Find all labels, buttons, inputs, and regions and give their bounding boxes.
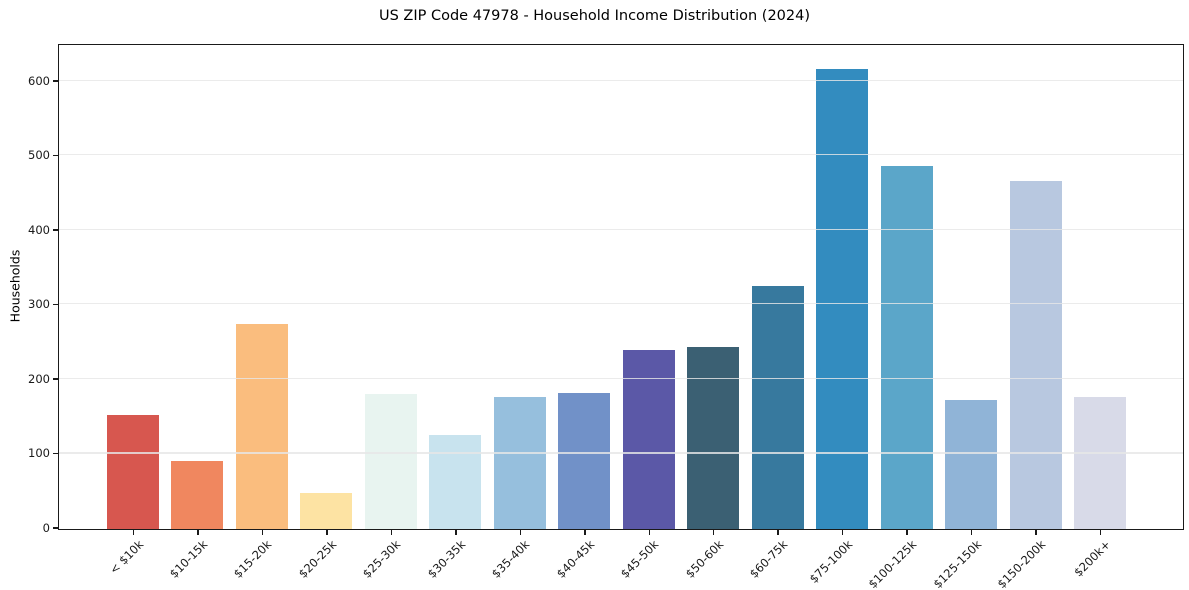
gridline [58, 79, 1183, 81]
y-tick-mark [52, 452, 58, 455]
x-tick-label: $150-200k [994, 537, 1049, 590]
x-tick-mark [390, 529, 393, 535]
bar [1009, 181, 1062, 529]
x-tick-mark [584, 529, 586, 535]
y-tick-mark [52, 154, 58, 157]
x-tick-mark [906, 529, 908, 535]
x-tick-label: $45-50k [618, 537, 662, 581]
x-tick-mark [1099, 529, 1102, 535]
bar [364, 393, 417, 529]
bar [816, 68, 869, 529]
y-tick-mark [52, 229, 58, 231]
y-tick-label: 400 [28, 222, 50, 237]
x-tick-label: $200k+ [1070, 537, 1113, 580]
bar [751, 285, 804, 529]
x-tick-label: $10-15k [166, 537, 211, 581]
bar [880, 166, 933, 529]
plot-area [57, 43, 1184, 530]
y-tick-label: 300 [28, 297, 50, 312]
gridline [58, 452, 1183, 454]
x-tick-label: $35-40k [489, 537, 533, 581]
bar [171, 460, 224, 529]
x-tick-label: $15-20k [231, 537, 275, 581]
bar [300, 493, 353, 529]
x-tick-mark [648, 529, 650, 535]
x-tick-mark [1035, 529, 1037, 535]
x-tick-mark [777, 529, 779, 535]
x-tick-label: $30-35k [424, 537, 469, 581]
y-tick-label: 600 [28, 73, 50, 88]
y-tick-mark [52, 80, 58, 82]
x-tick-label: < $10k [106, 537, 146, 577]
x-tick-mark [841, 529, 844, 535]
x-tick-mark [712, 529, 715, 535]
bar [107, 415, 159, 529]
x-tick-mark [326, 529, 328, 535]
y-tick-mark [52, 303, 58, 306]
y-tick-mark [52, 378, 58, 380]
x-tick-mark [197, 529, 199, 535]
gridline [58, 228, 1183, 230]
bar [622, 349, 675, 529]
x-tick-mark [519, 529, 522, 535]
x-tick-label: $25-30k [360, 537, 404, 581]
bar [687, 346, 740, 529]
x-tick-label: $20-25k [295, 537, 340, 581]
bar [429, 434, 482, 529]
chart-title: US ZIP Code 47978 - Household Income Dis… [378, 8, 811, 24]
x-tick-mark [455, 529, 457, 535]
gridline [58, 154, 1183, 156]
bar [1074, 397, 1127, 529]
x-tick-label: $50-60k [682, 537, 726, 581]
x-tick-label: $40-45k [553, 537, 597, 581]
bar [945, 399, 998, 529]
y-axis-label: Households [7, 249, 23, 323]
bar [493, 396, 546, 529]
y-tick-label: 500 [28, 148, 50, 163]
y-tick-mark [52, 527, 58, 529]
x-tick-label: $60-75k [746, 537, 791, 581]
y-tick-label: 100 [28, 446, 50, 461]
x-tick-label: $125-150k [930, 537, 984, 590]
x-tick-mark [132, 529, 135, 535]
gridline [58, 377, 1183, 379]
x-tick-mark [261, 529, 264, 535]
y-tick-label: 0 [42, 521, 50, 535]
x-tick-label: $75-100k [806, 537, 855, 586]
bar [558, 392, 611, 529]
x-tick-label: $100-125k [865, 537, 920, 590]
bar [235, 323, 288, 529]
x-tick-mark [970, 529, 973, 535]
gridline [58, 303, 1183, 305]
y-tick-label: 200 [28, 371, 50, 386]
